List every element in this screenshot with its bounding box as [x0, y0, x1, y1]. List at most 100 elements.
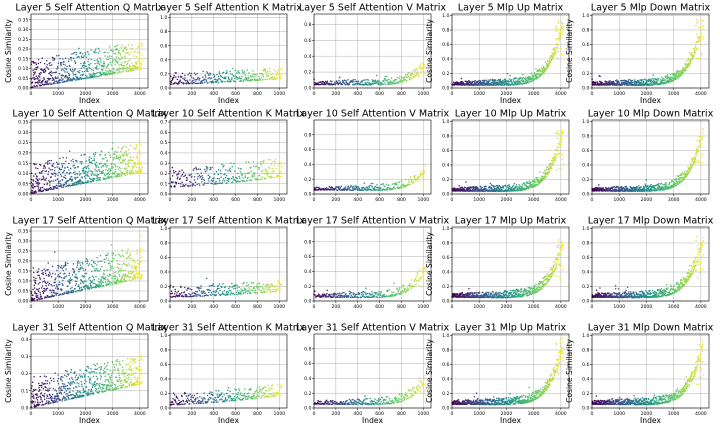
data-point [423, 170, 426, 173]
data-point [63, 162, 65, 165]
data-point [637, 79, 639, 82]
data-point [420, 72, 422, 74]
data-point [260, 76, 263, 78]
data-point [96, 62, 98, 64]
data-point [40, 84, 43, 87]
data-point [398, 82, 400, 84]
data-point [200, 175, 202, 178]
data-point [345, 80, 347, 82]
data-point [56, 82, 59, 84]
data-point [31, 61, 33, 63]
data-point [609, 80, 611, 82]
data-point [418, 65, 421, 68]
data-point [45, 170, 48, 172]
data-point [68, 74, 70, 77]
data-point [676, 72, 678, 75]
data-point [365, 188, 367, 190]
y-tick-label: 0.2 [160, 171, 167, 177]
data-point [32, 184, 35, 186]
data-point [41, 82, 43, 84]
y-tick-label: 0.20 [18, 47, 28, 53]
data-point [104, 51, 107, 54]
x-tick-label: 3000 [668, 197, 680, 203]
data-point [188, 185, 190, 187]
y-tick-label: 0.6 [304, 147, 311, 153]
data-point [181, 181, 183, 184]
data-point [235, 80, 237, 83]
data-point [117, 146, 120, 149]
panel-7: 0 200 400 600 800 10000.00.10.20.30.40.50.60.… [152, 109, 305, 204]
y-axis-label: Cosine Similarity [565, 19, 574, 83]
data-point [103, 173, 106, 176]
data-point [268, 67, 271, 70]
data-point [548, 64, 550, 66]
data-point [90, 157, 92, 159]
data-point [47, 160, 49, 163]
y-tick-label: 0.2 [442, 71, 449, 77]
data-point [558, 133, 560, 136]
data-point [599, 75, 601, 78]
data-point [121, 50, 124, 53]
data-point [253, 175, 256, 177]
data-point [695, 57, 698, 60]
data-point [382, 83, 384, 86]
data-point [177, 172, 180, 175]
data-point [226, 71, 228, 74]
data-point [489, 79, 492, 81]
data-point [422, 173, 425, 176]
data-point [83, 55, 85, 57]
data-point [105, 66, 108, 68]
data-point [53, 180, 55, 182]
data-point [119, 58, 121, 60]
x-tick-label: 0 [169, 197, 172, 203]
data-point [85, 160, 88, 162]
data-point [213, 75, 216, 77]
data-point [137, 152, 139, 155]
data-point [98, 177, 100, 179]
data-point [208, 77, 211, 79]
data-point [179, 182, 182, 185]
data-point [181, 169, 183, 171]
data-point [84, 166, 86, 168]
x-axis-label: Index [79, 96, 100, 105]
data-point [173, 74, 176, 77]
data-point [125, 167, 128, 169]
data-point [281, 68, 283, 70]
data-point [126, 155, 129, 157]
data-point [217, 75, 220, 78]
data-point [498, 83, 500, 85]
data-point [383, 79, 385, 82]
data-point [122, 70, 124, 73]
data-point [74, 62, 77, 65]
data-point [402, 78, 405, 80]
data-point [65, 74, 68, 77]
data-point [124, 174, 127, 176]
data-point [339, 187, 342, 189]
data-point [215, 78, 217, 81]
data-point [106, 165, 109, 167]
data-point [179, 80, 181, 83]
data-point [128, 170, 131, 172]
data-point [88, 170, 90, 172]
data-point [416, 69, 419, 71]
data-point [37, 58, 40, 61]
data-point [499, 81, 501, 84]
data-point [211, 166, 213, 169]
y-tick-label: 0.15 [18, 56, 28, 62]
data-point [481, 186, 483, 189]
data-point [70, 57, 73, 59]
data-point [67, 60, 70, 63]
data-point [690, 52, 693, 54]
data-point [86, 68, 88, 70]
data-point [123, 68, 125, 71]
data-point [125, 46, 127, 48]
data-point [413, 73, 415, 76]
data-point [48, 180, 50, 182]
y-tick-label: 0.05 [18, 76, 28, 82]
data-point [61, 164, 64, 167]
data-point [219, 182, 221, 185]
data-point [128, 59, 130, 62]
data-point [552, 55, 555, 57]
data-point [392, 188, 394, 191]
data-point [43, 78, 45, 81]
